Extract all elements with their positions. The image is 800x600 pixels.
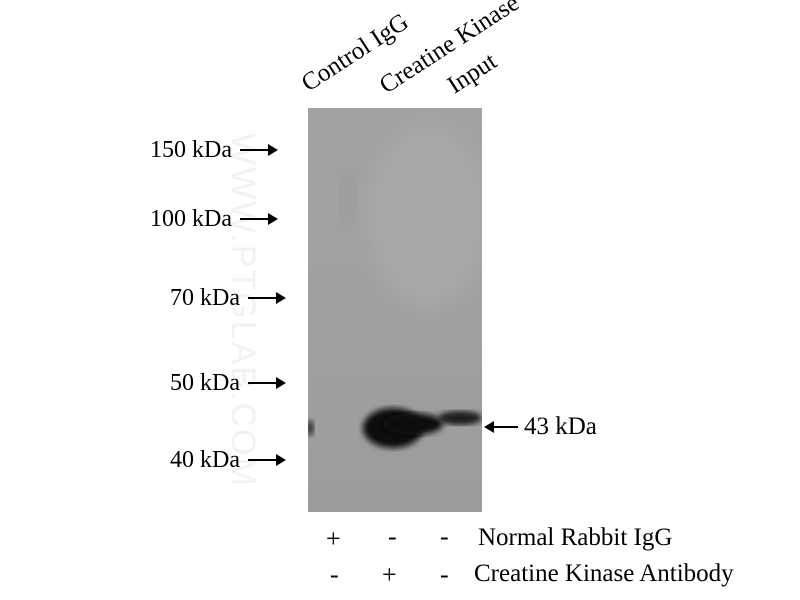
marker-50: 50 kDa xyxy=(170,370,305,396)
condition-label-normal-rabbit-igg: Normal Rabbit IgG xyxy=(478,524,673,551)
band-label: 43 kDa xyxy=(524,413,597,440)
sign: - xyxy=(388,522,397,551)
arrow-right-icon xyxy=(247,454,286,466)
arrow-left-icon xyxy=(484,421,518,433)
watermark: WWW.PTGLAB.COM xyxy=(224,132,262,488)
marker-40: 40 kDa xyxy=(170,447,305,473)
arrow-right-icon xyxy=(247,377,286,389)
sign: - xyxy=(440,560,449,589)
sign: - xyxy=(440,522,449,551)
marker-label: 100 kDa xyxy=(150,205,232,232)
blot-bands xyxy=(308,128,482,448)
band-43kda xyxy=(308,408,482,448)
marker-label: 150 kDa xyxy=(150,136,232,163)
marker-label: 50 kDa xyxy=(170,369,240,396)
sign: + xyxy=(326,524,341,553)
marker-70: 70 kDa xyxy=(170,285,305,311)
arrow-right-icon xyxy=(247,292,286,304)
band-arrow: 43 kDa xyxy=(484,413,597,441)
marker-100: 100 kDa xyxy=(150,206,305,232)
sign: - xyxy=(330,560,339,589)
marker-150: 150 kDa xyxy=(150,137,305,163)
blot-image xyxy=(308,108,482,512)
condition-label-creatine-kinase-antibody: Creatine Kinase Antibody xyxy=(474,560,734,587)
arrow-right-icon xyxy=(239,213,278,225)
arrow-right-icon xyxy=(239,144,278,156)
marker-label: 70 kDa xyxy=(170,284,240,311)
sign: + xyxy=(382,560,397,589)
marker-label: 40 kDa xyxy=(170,446,240,473)
